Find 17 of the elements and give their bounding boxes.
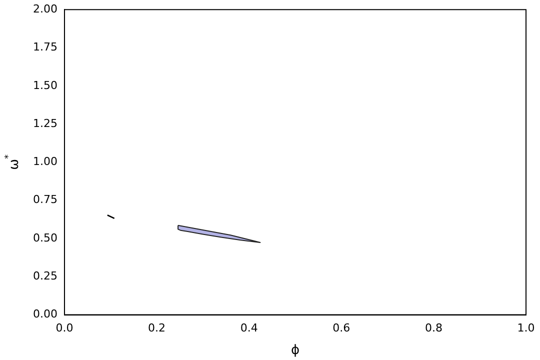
y-tick-label: 2.00 bbox=[32, 2, 58, 16]
y-tick-label: 1.50 bbox=[32, 78, 58, 92]
x-tick-label: 0.0 bbox=[56, 321, 74, 334]
x-tick-label: 0.4 bbox=[240, 321, 258, 334]
x-tick-label: 1.0 bbox=[517, 321, 535, 334]
y-tick-label: 0.00 bbox=[32, 308, 58, 321]
y-tick-label: 0.75 bbox=[32, 193, 58, 206]
y-tick-label: 1.75 bbox=[32, 40, 58, 54]
y-tick-label: 0.50 bbox=[32, 231, 58, 244]
y-tick-label: 0.25 bbox=[32, 270, 58, 283]
x-tick-label: 0.2 bbox=[148, 321, 166, 334]
y-axis-title: ω* bbox=[4, 154, 22, 170]
x-tick-label: 0.6 bbox=[332, 321, 350, 334]
y-tick-label: 1.00 bbox=[32, 155, 58, 168]
y-tick-label: 1.25 bbox=[32, 116, 58, 130]
x-tick-label: 0.8 bbox=[424, 321, 442, 334]
x-axis-title: ϕ bbox=[290, 343, 300, 358]
